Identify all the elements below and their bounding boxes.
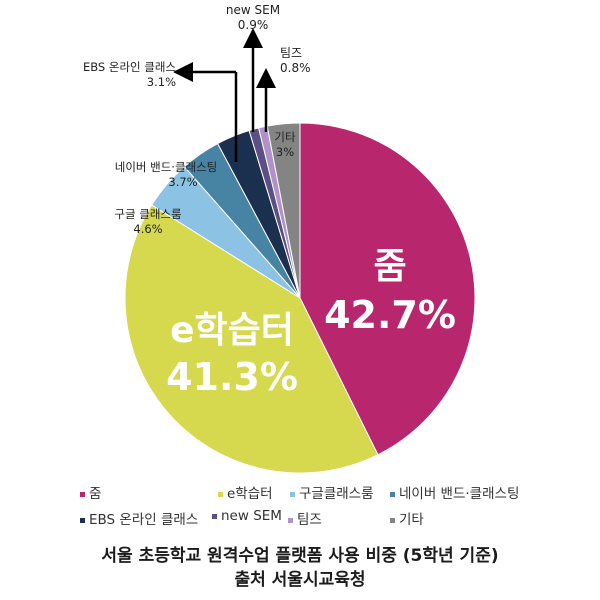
legend-label: new SEM: [221, 508, 282, 524]
legend-item-elearn: e학습터: [218, 482, 273, 502]
label-teams-value: 0.8%: [280, 61, 311, 75]
legend-label: 줌: [89, 486, 102, 502]
slice-zoom: [299, 122, 476, 456]
label-etc-name: 기타: [274, 130, 296, 144]
legend-swatch-icon: [288, 517, 293, 523]
legend-label: e학습터: [227, 486, 273, 502]
pie-chart: 줌 42.7% e학습터 41.3% 구글 클래스룸 4.6% 네이버 밴드·클…: [83, 3, 476, 474]
label-ebs-value: 3.1%: [147, 75, 176, 89]
label-teams-name: 팀즈: [280, 46, 302, 60]
legend-item-ebs: EBS 온라인 클래스: [80, 508, 198, 528]
label-zoom-name: 줌: [373, 246, 406, 287]
label-elearn-name: e학습터: [170, 310, 294, 351]
legend-label: 팀즈: [297, 512, 322, 528]
label-newsem-value: 0.9%: [238, 18, 269, 32]
legend-swatch-icon: [212, 513, 217, 519]
label-ebs-name: EBS 온라인 클래스: [83, 60, 176, 74]
slice-etc: [266, 122, 301, 299]
label-google-name: 구글 클래스룸: [114, 207, 181, 221]
chart-title: 서울 초등학교 원격수업 플랫폼 사용 비중 (5학년 기준): [101, 546, 499, 566]
pie-slices: [124, 122, 476, 474]
slice-elearn: [124, 204, 379, 474]
label-elearn-value: 41.3%: [166, 355, 298, 399]
legend-label: EBS 온라인 클래스: [89, 512, 199, 528]
legend-label: 구글클래스룸: [299, 486, 374, 502]
label-zoom-value: 42.7%: [324, 293, 456, 337]
legend-item-etc: 기타: [390, 508, 424, 528]
legend-label: 기타: [399, 512, 424, 528]
legend-row-1: 줌 e학습터 구글클래스룸 네이버 밴드·클래스팅: [80, 482, 550, 508]
legend-item-google: 구글클래스룸: [290, 482, 374, 502]
pie-labels: 줌 42.7% e학습터 41.3% 구글 클래스룸 4.6% 네이버 밴드·클…: [83, 3, 456, 399]
label-naver-value: 3.7%: [168, 175, 197, 189]
chart-source: 출처 서울시교육청: [234, 570, 366, 590]
legend-item-zoom: 줌: [80, 482, 101, 502]
legend-swatch-icon: [80, 491, 85, 497]
legend: 줌 e학습터 구글클래스룸 네이버 밴드·클래스팅 EBS 온라인 클래스 ne…: [80, 482, 550, 534]
legend-swatch-icon: [390, 517, 395, 523]
leader-lines: [173, 28, 276, 162]
legend-item-teams: 팀즈: [288, 508, 322, 528]
label-naver-name: 네이버 밴드·클래스팅: [115, 160, 218, 174]
legend-label: 네이버 밴드·클래스팅: [399, 486, 520, 502]
label-newsem-name: new SEM: [226, 3, 280, 17]
legend-swatch-icon: [218, 491, 223, 497]
legend-swatch-icon: [390, 491, 395, 497]
legend-item-naver: 네이버 밴드·클래스팅: [390, 482, 519, 502]
legend-item-newsem: new SEM: [212, 508, 282, 524]
label-google-value: 4.6%: [133, 222, 162, 236]
legend-swatch-icon: [290, 491, 295, 497]
label-etc-value: 3%: [276, 145, 294, 159]
legend-row-2: EBS 온라인 클래스 new SEM 팀즈 기타: [80, 508, 550, 534]
legend-swatch-icon: [80, 517, 85, 523]
